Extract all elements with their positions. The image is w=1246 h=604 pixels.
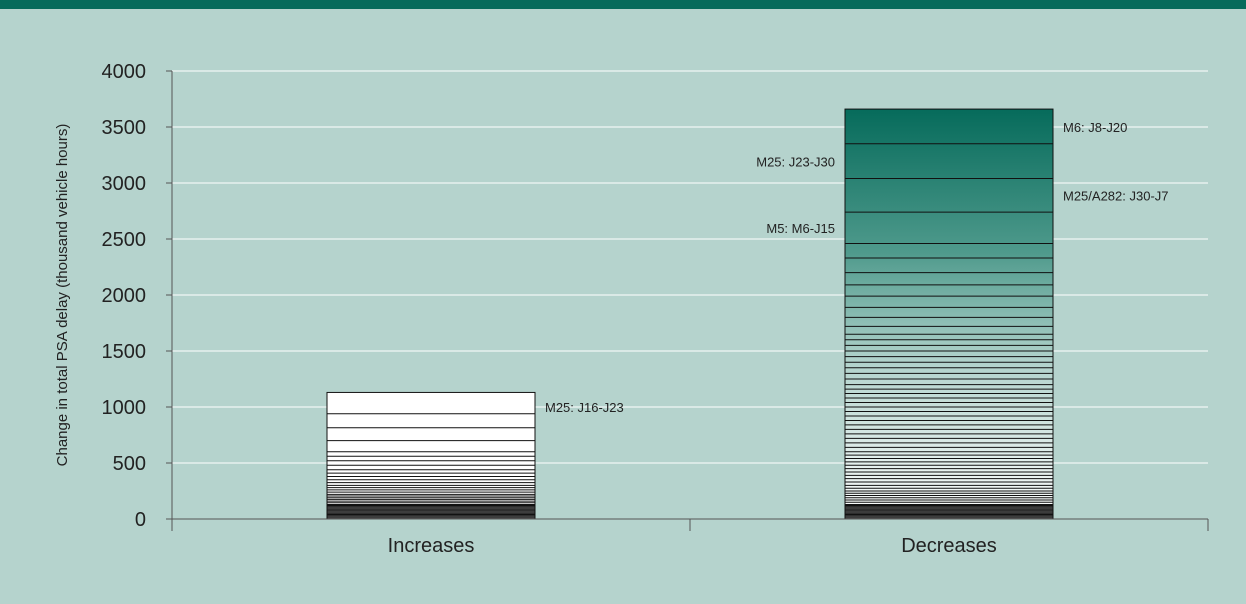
bar-fill bbox=[844, 108, 1054, 520]
y-tick-label: 2500 bbox=[102, 229, 147, 251]
segment-labels: M25: J16-J23 M6: J8-J20 M25: J23-J30 M25/A2… bbox=[545, 120, 1169, 415]
bar-fill bbox=[326, 391, 536, 520]
axes: Change in total PSA delay (thousand vehi… bbox=[54, 61, 1209, 557]
segment-label: M25: J16-J23 bbox=[545, 400, 624, 415]
y-tick-label: 1000 bbox=[102, 397, 147, 419]
y-tick-label: 0 bbox=[135, 509, 146, 531]
segment-label: M6: J8-J20 bbox=[1063, 120, 1127, 135]
y-tick-label: 500 bbox=[113, 453, 146, 475]
segment-label: M5: M6-J15 bbox=[766, 221, 835, 236]
segment-label: M25: J23-J30 bbox=[756, 155, 835, 170]
x-category-label: Decreases bbox=[901, 535, 997, 557]
y-tick-label: 3500 bbox=[102, 117, 147, 139]
top-color-band bbox=[0, 0, 1246, 9]
y-tick-label: 1500 bbox=[102, 341, 147, 363]
bars bbox=[326, 108, 1054, 520]
y-tick-label: 3000 bbox=[102, 173, 147, 195]
y-tick-label: 2000 bbox=[102, 285, 147, 307]
y-tick-label: 4000 bbox=[102, 61, 147, 83]
y-axis-title: Change in total PSA delay (thousand vehi… bbox=[54, 124, 71, 467]
bar-decreases bbox=[844, 108, 1054, 520]
x-category-label: Increases bbox=[388, 535, 475, 557]
bar-increases bbox=[326, 391, 536, 520]
segment-label: M25/A282: J30-J7 bbox=[1063, 188, 1169, 203]
